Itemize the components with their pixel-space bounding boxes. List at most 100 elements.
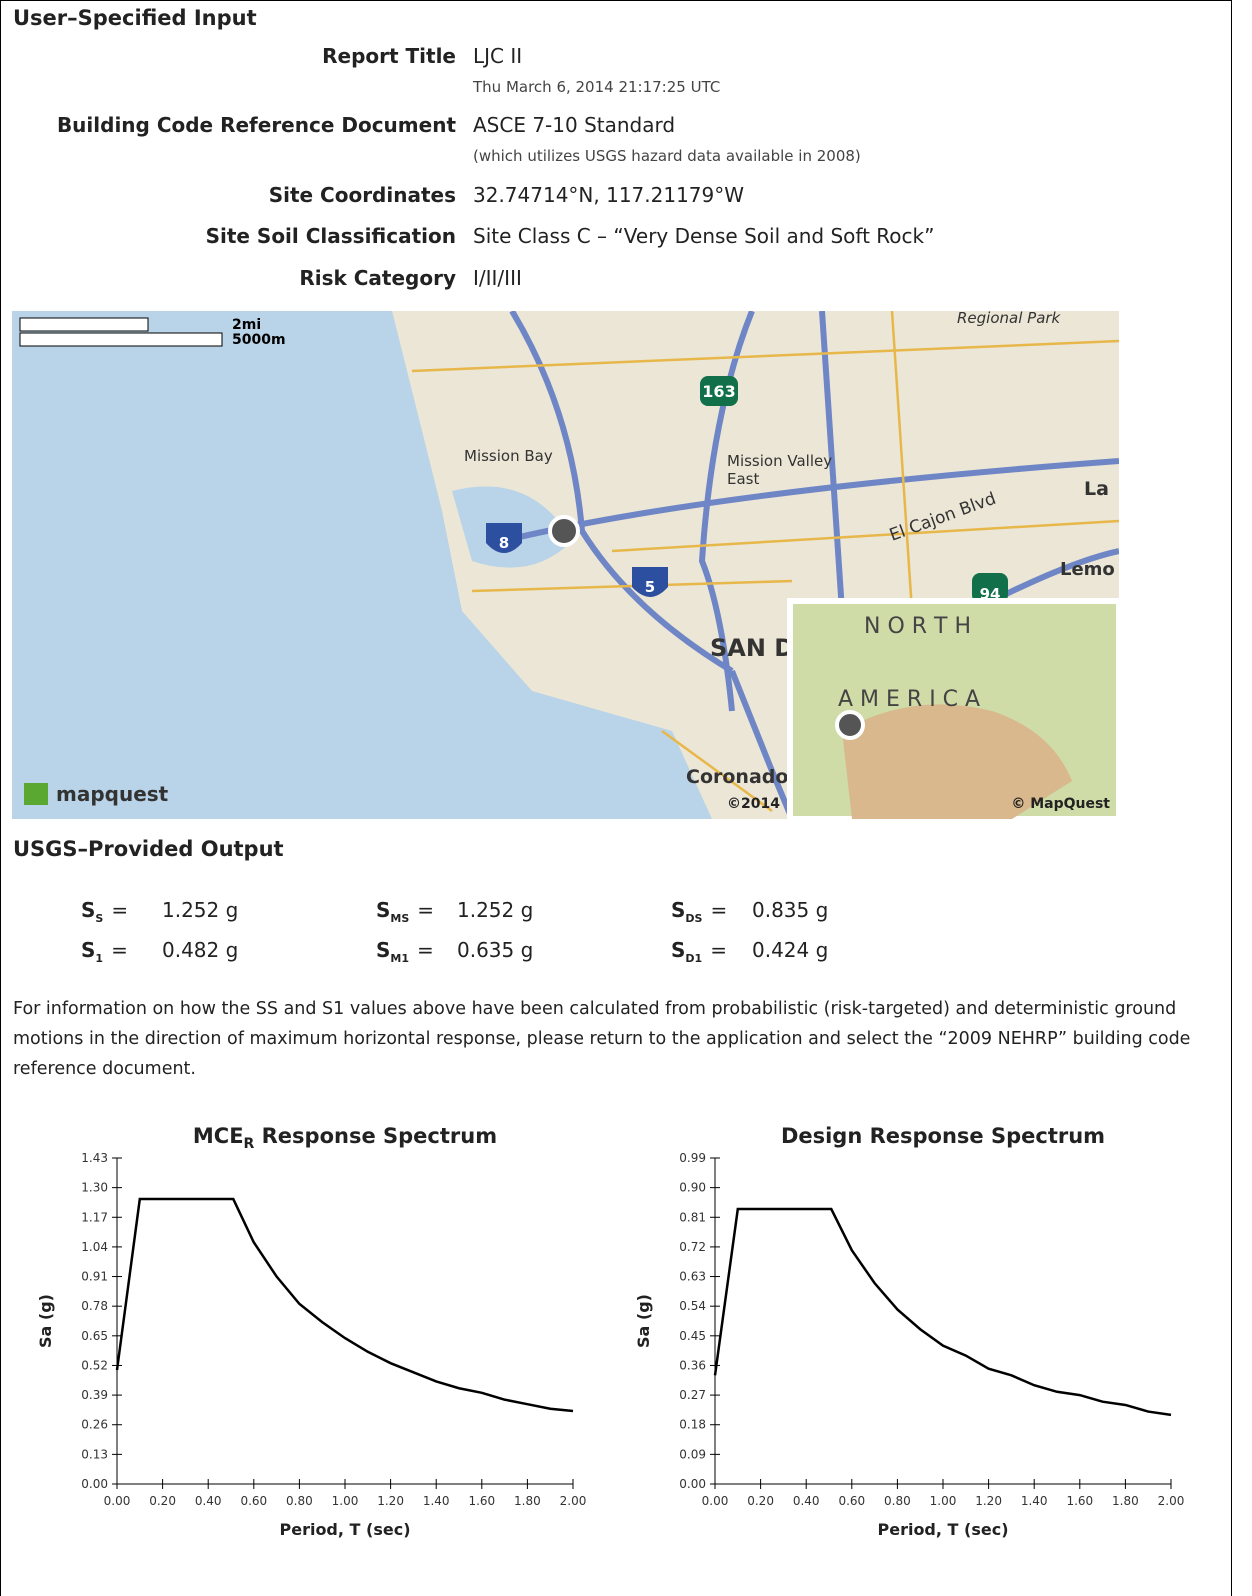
x-tick-label: 1.80 — [1112, 1494, 1139, 1508]
y-tick-label: 0.00 — [81, 1477, 108, 1491]
y-tick-label: 0.45 — [679, 1329, 706, 1343]
map-label: 5 — [645, 578, 655, 596]
field-value: 32.74714°N, 117.21179°W — [473, 183, 744, 207]
y-tick-label: 0.52 — [81, 1358, 108, 1372]
x-tick-label: 0.40 — [793, 1494, 820, 1508]
map-label: Lemo — [1060, 559, 1115, 580]
symbol-sub: MS — [390, 912, 409, 925]
y-tick-label: 0.13 — [81, 1447, 108, 1461]
param-value: 1.252 g — [457, 898, 533, 922]
field-note: Thu March 6, 2014 21:17:25 UTC — [473, 78, 720, 96]
equals: = — [111, 898, 128, 922]
equals: = — [710, 938, 727, 962]
x-tick-label: 1.20 — [377, 1494, 404, 1508]
field-value: Site Class C – “Very Dense Soil and Soft… — [473, 224, 934, 248]
param-symbol: S1= — [81, 938, 128, 965]
chart-title: Design Response Spectrum — [781, 1124, 1105, 1148]
x-axis-label: Period, T (sec) — [279, 1520, 410, 1539]
x-tick-label: 1.00 — [332, 1494, 359, 1508]
y-tick-label: 0.81 — [679, 1210, 706, 1224]
map-label: East — [727, 470, 759, 488]
field-label: Risk Category — [299, 266, 456, 290]
y-axis-label: Sa (g) — [634, 1294, 653, 1348]
symbol: S — [376, 938, 390, 962]
x-tick-label: 1.60 — [468, 1494, 495, 1508]
equals: = — [111, 938, 128, 962]
x-tick-label: 1.40 — [1021, 1494, 1048, 1508]
equals: = — [417, 938, 434, 962]
y-tick-label: 0.91 — [81, 1270, 108, 1284]
map-label: La — [1084, 478, 1109, 500]
x-tick-label: 2.00 — [1158, 1494, 1185, 1508]
section-heading: User–Specified Input — [13, 6, 257, 30]
x-axis-label: Period, T (sec) — [877, 1520, 1008, 1539]
spectrum-line — [715, 1209, 1171, 1415]
y-axis-label: Sa (g) — [36, 1294, 55, 1348]
param-value: 0.424 g — [752, 938, 828, 962]
map-label: ©2014 — [727, 796, 780, 812]
map-scale-label: 2mi — [232, 317, 261, 333]
field-label: Building Code Reference Document — [57, 113, 456, 137]
map: 2mi 5000m Regional Park 163 Mission Bay … — [12, 311, 1119, 819]
param-value: 0.482 g — [162, 938, 238, 962]
title-rest: Response Spectrum — [254, 1124, 497, 1148]
map-label: Coronado — [686, 766, 788, 788]
site-marker — [550, 517, 578, 545]
param-symbol: SM1 = — [376, 938, 434, 965]
y-tick-label: 0.26 — [81, 1418, 108, 1432]
param-symbol: SMS= — [376, 898, 434, 925]
param-symbol: SDS= — [671, 898, 727, 925]
map-scale-bar — [20, 318, 148, 331]
map-inset: N O R T H A M E R I C A © MapQuest — [790, 601, 1119, 819]
field-value: ASCE 7-10 Standard — [473, 113, 675, 137]
x-tick-label: 0.00 — [104, 1494, 131, 1508]
y-tick-label: 0.54 — [679, 1299, 706, 1313]
x-tick-label: 2.00 — [560, 1494, 587, 1508]
map-scale-bar — [20, 333, 222, 346]
param-symbol: SS= — [81, 898, 128, 925]
symbol-sub: D1 — [685, 952, 702, 965]
symbol: S — [376, 898, 390, 922]
x-tick-label: 0.20 — [747, 1494, 774, 1508]
symbol: S — [81, 898, 95, 922]
page: User–Specified Input Report Title LJC II… — [0, 0, 1232, 1596]
y-tick-label: 0.27 — [679, 1388, 706, 1402]
y-tick-label: 0.00 — [679, 1477, 706, 1491]
x-tick-label: 1.60 — [1066, 1494, 1093, 1508]
y-tick-label: 0.78 — [81, 1299, 108, 1313]
chart: MCER Response Spectrum0.000.130.260.390.… — [36, 1124, 586, 1539]
x-tick-label: 0.40 — [195, 1494, 222, 1508]
field-value: I/II/III — [473, 266, 522, 290]
map-label: Mission Valley — [727, 452, 832, 470]
note: For information on how the SS and S1 val… — [13, 994, 1218, 1084]
mapquest-logo — [24, 783, 48, 805]
y-tick-label: 1.17 — [81, 1210, 108, 1224]
map-label: mapquest — [56, 782, 169, 806]
map-label: SAN D — [710, 634, 794, 662]
map-label: N O R T H — [864, 614, 971, 639]
x-tick-label: 0.20 — [149, 1494, 176, 1508]
param-value: 1.252 g — [162, 898, 238, 922]
map-label: © MapQuest — [1011, 796, 1110, 812]
section-heading: USGS–Provided Output — [13, 837, 284, 861]
symbol-sub: M1 — [390, 952, 409, 965]
y-tick-label: 0.36 — [679, 1358, 706, 1372]
field-label: Site Coordinates — [269, 183, 456, 207]
symbol-sub: DS — [685, 912, 702, 925]
map-label: 8 — [499, 534, 509, 552]
x-tick-label: 1.80 — [514, 1494, 541, 1508]
map-label: A M E R I C A — [838, 687, 980, 712]
symbol: S — [671, 938, 685, 962]
title-main: MCE — [193, 1124, 244, 1148]
y-tick-label: 0.90 — [679, 1181, 706, 1195]
x-tick-label: 0.00 — [702, 1494, 729, 1508]
y-tick-label: 0.72 — [679, 1240, 706, 1254]
y-tick-label: 0.65 — [81, 1329, 108, 1343]
x-tick-label: 0.60 — [838, 1494, 865, 1508]
title-main: Design Response Spectrum — [781, 1124, 1105, 1148]
symbol-sub: 1 — [95, 952, 103, 965]
y-tick-label: 0.99 — [679, 1151, 706, 1165]
chart-title: MCER Response Spectrum — [193, 1124, 497, 1152]
title-sub: R — [244, 1136, 255, 1152]
param-symbol: SD1 = — [671, 938, 727, 965]
